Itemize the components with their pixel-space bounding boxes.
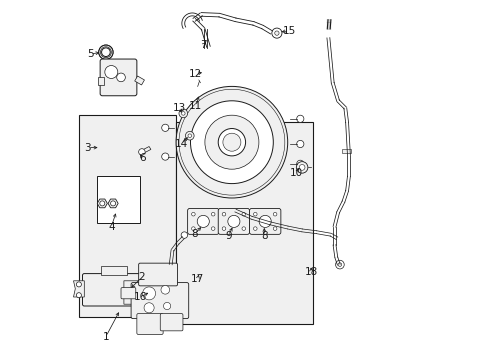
Circle shape	[100, 201, 104, 206]
FancyBboxPatch shape	[131, 283, 188, 319]
Circle shape	[76, 293, 81, 298]
Circle shape	[104, 66, 118, 78]
Circle shape	[197, 215, 209, 228]
Circle shape	[131, 287, 142, 298]
Circle shape	[222, 212, 225, 216]
Text: 17: 17	[191, 274, 204, 284]
Polygon shape	[140, 147, 151, 154]
FancyBboxPatch shape	[218, 208, 249, 234]
Text: 7: 7	[200, 40, 206, 50]
Circle shape	[296, 115, 303, 122]
Text: 2: 2	[138, 272, 145, 282]
Circle shape	[181, 232, 187, 238]
Circle shape	[142, 287, 155, 300]
Text: 13: 13	[172, 103, 185, 113]
Circle shape	[102, 48, 110, 57]
Circle shape	[181, 112, 185, 115]
Circle shape	[99, 45, 113, 59]
Circle shape	[179, 109, 187, 118]
FancyBboxPatch shape	[249, 208, 280, 234]
Circle shape	[161, 285, 169, 294]
Circle shape	[337, 263, 341, 266]
Circle shape	[273, 212, 276, 216]
Circle shape	[271, 28, 282, 38]
Circle shape	[163, 302, 170, 310]
Polygon shape	[341, 149, 350, 153]
Text: 1: 1	[102, 332, 109, 342]
Circle shape	[253, 227, 257, 230]
Text: 15: 15	[282, 26, 296, 36]
Bar	[134, 76, 144, 85]
Bar	[176, 122, 312, 324]
Circle shape	[110, 201, 115, 206]
FancyBboxPatch shape	[137, 314, 163, 334]
Bar	[79, 115, 176, 317]
FancyBboxPatch shape	[139, 263, 177, 286]
FancyBboxPatch shape	[187, 208, 219, 234]
Circle shape	[296, 160, 303, 167]
Circle shape	[223, 133, 241, 151]
Circle shape	[190, 101, 273, 184]
Circle shape	[211, 212, 215, 216]
Text: 11: 11	[189, 101, 202, 111]
Polygon shape	[123, 281, 143, 304]
Text: 3: 3	[84, 143, 91, 153]
Circle shape	[187, 134, 191, 138]
Circle shape	[191, 227, 195, 230]
Circle shape	[204, 115, 258, 169]
Circle shape	[76, 282, 81, 287]
Circle shape	[274, 31, 279, 35]
Text: 6: 6	[140, 153, 146, 163]
Circle shape	[296, 140, 303, 148]
Text: 9: 9	[224, 231, 231, 241]
Text: 18: 18	[304, 267, 317, 277]
Circle shape	[296, 162, 307, 173]
Polygon shape	[73, 281, 84, 297]
Polygon shape	[108, 199, 118, 208]
Circle shape	[211, 227, 215, 230]
Circle shape	[273, 227, 276, 230]
Circle shape	[227, 215, 240, 228]
Circle shape	[299, 165, 305, 170]
Bar	[151, 291, 157, 298]
Circle shape	[335, 260, 344, 269]
Circle shape	[144, 303, 154, 313]
Circle shape	[191, 212, 195, 216]
Circle shape	[218, 129, 245, 156]
Bar	[101, 266, 127, 275]
Circle shape	[222, 227, 225, 230]
Circle shape	[185, 131, 194, 140]
Circle shape	[117, 73, 125, 82]
FancyBboxPatch shape	[121, 288, 136, 299]
Circle shape	[242, 227, 245, 230]
Bar	[97, 176, 140, 223]
Bar	[151, 279, 157, 285]
Circle shape	[176, 86, 287, 198]
Circle shape	[162, 153, 168, 160]
FancyBboxPatch shape	[160, 314, 183, 331]
Polygon shape	[97, 199, 107, 208]
Circle shape	[162, 124, 168, 131]
Text: 16: 16	[133, 292, 146, 302]
Bar	[98, 77, 104, 85]
Text: 12: 12	[189, 69, 202, 79]
Text: 14: 14	[175, 139, 188, 149]
Text: 4: 4	[108, 222, 114, 232]
Text: 10: 10	[289, 168, 303, 178]
Circle shape	[139, 149, 145, 155]
Text: 8: 8	[191, 229, 198, 239]
Text: 5: 5	[87, 49, 94, 59]
FancyBboxPatch shape	[100, 59, 137, 96]
Circle shape	[253, 212, 257, 216]
Text: 8: 8	[261, 231, 267, 241]
FancyBboxPatch shape	[82, 274, 152, 306]
Circle shape	[259, 215, 271, 228]
Circle shape	[242, 212, 245, 216]
